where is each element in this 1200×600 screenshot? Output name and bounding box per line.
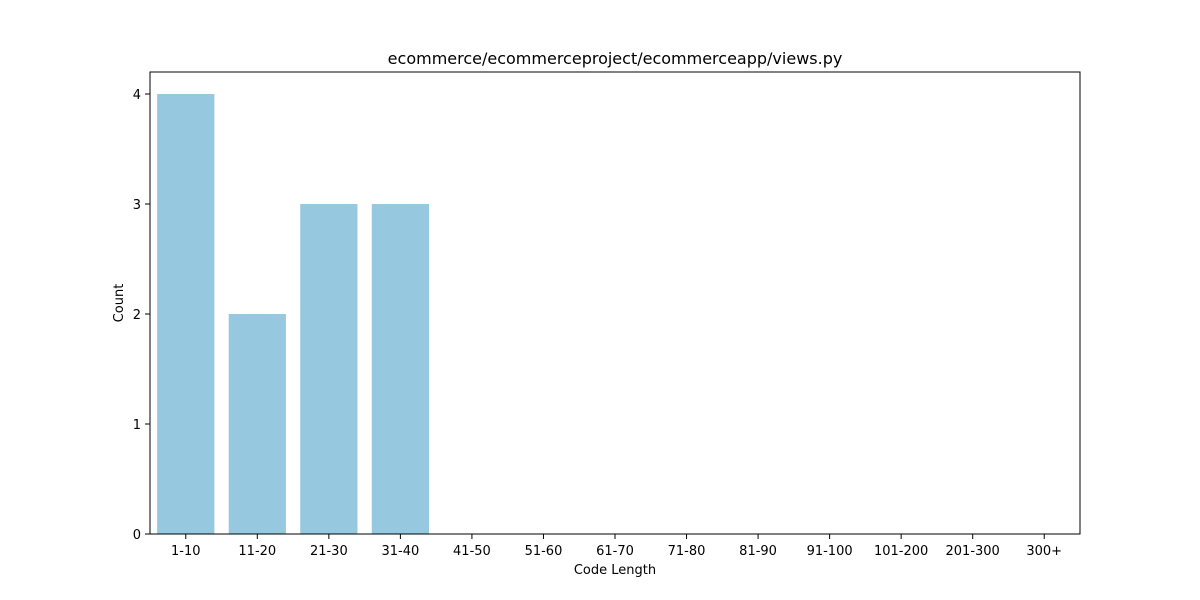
x-axis-ticks: 1-10 11-20 21-30 31-40 41-50 51-60 61-70 71-80 8… — [171, 534, 1062, 559]
y-tick-label: 1 — [133, 418, 141, 433]
y-tick-label: 3 — [133, 198, 141, 213]
x-tick-label: 201-300 — [946, 544, 1000, 559]
bar-1-10 — [157, 94, 215, 534]
x-tick-label: 21-30 — [310, 544, 348, 559]
x-tick-label: 91-100 — [807, 544, 853, 559]
bar-31-40 — [371, 204, 429, 534]
x-tick-label: 101-200 — [874, 544, 928, 559]
x-tick-label: 31-40 — [381, 544, 419, 559]
plot-frame — [149, 71, 1081, 535]
y-tick-label: 2 — [133, 308, 141, 323]
y-tick-label: 0 — [133, 528, 141, 543]
x-tick-label: 81-90 — [739, 544, 777, 559]
x-axis-label: Code Length — [574, 563, 656, 578]
x-tick-label: 61-70 — [596, 544, 634, 559]
x-tick-label: 51-60 — [525, 544, 563, 559]
x-tick-label: 11-20 — [238, 544, 276, 559]
bar-11-20 — [228, 314, 286, 534]
y-tick-label: 4 — [133, 88, 141, 103]
x-tick-label: 300+ — [1026, 544, 1062, 559]
y-axis-ticks: 0 1 2 3 4 — [133, 88, 150, 543]
bar-21-30 — [300, 204, 358, 534]
x-tick-label: 41-50 — [453, 544, 491, 559]
y-axis-label: Count — [112, 284, 127, 323]
chart-title: ecommerce/ecommerceproject/ecommerceapp/… — [388, 49, 843, 68]
bars-layer — [157, 94, 429, 534]
x-tick-label: 1-10 — [171, 544, 201, 559]
x-tick-label: 71-80 — [668, 544, 706, 559]
